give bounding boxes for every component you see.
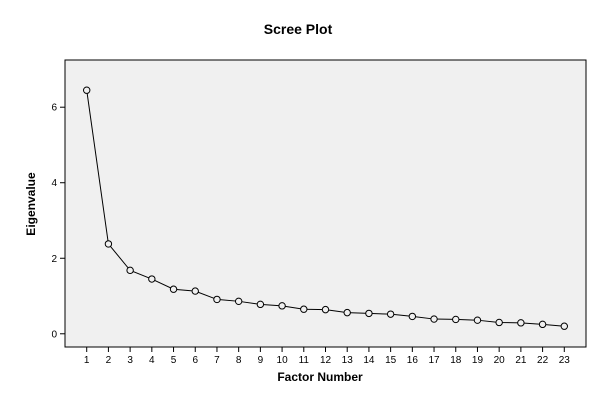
y-tick-label: 6 [51,103,57,114]
x-tick-label: 14 [363,355,375,366]
data-point [169,285,178,293]
y-axis-label: Eigenvalue [24,172,38,236]
data-point [278,302,286,310]
data-point [517,319,525,327]
data-point [83,86,91,94]
y-tick-label: 2 [51,254,57,265]
x-tick-label: 1 [84,355,90,366]
plot-area [64,59,587,348]
x-tick-label: 12 [320,355,332,366]
x-tick-label: 4 [149,355,155,366]
x-tick-label: 16 [407,355,419,366]
x-tick-label: 17 [428,355,440,366]
data-point [256,300,265,309]
x-tick-label: 8 [236,355,242,366]
data-point [430,315,438,323]
x-tick-label: 2 [106,355,112,366]
data-point [191,287,199,295]
x-axis: 1 2 3 4 5 6 7 8 9 10 11 12 13 14 15 16 17 18 19 20 21 22 23 [84,347,570,366]
x-tick-label: 10 [277,355,289,366]
x-tick-label: 23 [559,355,571,366]
data-point [234,297,243,306]
x-tick-label: 20 [494,355,506,366]
data-point [343,308,351,317]
y-tick-label: 0 [51,329,57,340]
x-tick-label: 13 [342,355,354,366]
data-point [495,318,503,327]
x-tick-label: 22 [537,355,549,366]
data-point [538,320,547,329]
x-tick-label: 11 [299,355,310,366]
x-tick-label: 15 [385,355,397,366]
x-tick-label: 7 [214,355,220,366]
data-point [560,322,568,330]
data-point [473,316,482,324]
chart-title: Scree Plot [264,21,333,37]
data-point-group [83,86,568,330]
x-tick-label: 9 [258,355,264,366]
x-tick-label: 5 [171,355,177,366]
data-point [321,305,330,314]
x-tick-label: 6 [192,355,198,366]
data-point [452,315,460,324]
y-tick-label: 4 [51,178,57,189]
data-point [408,312,417,321]
data-point [213,295,221,304]
x-tick-label: 18 [450,355,462,366]
y-axis: 0 2 4 6 [51,103,65,340]
x-tick-label: 19 [472,355,484,366]
data-point [386,310,395,318]
x-axis-label: Factor Number [277,370,363,384]
x-tick-label: 21 [515,355,527,366]
data-point [126,266,134,275]
data-point [148,275,156,283]
data-point [365,309,373,318]
data-point [104,240,113,248]
x-tick-label: 3 [127,355,133,366]
data-point [300,305,308,313]
